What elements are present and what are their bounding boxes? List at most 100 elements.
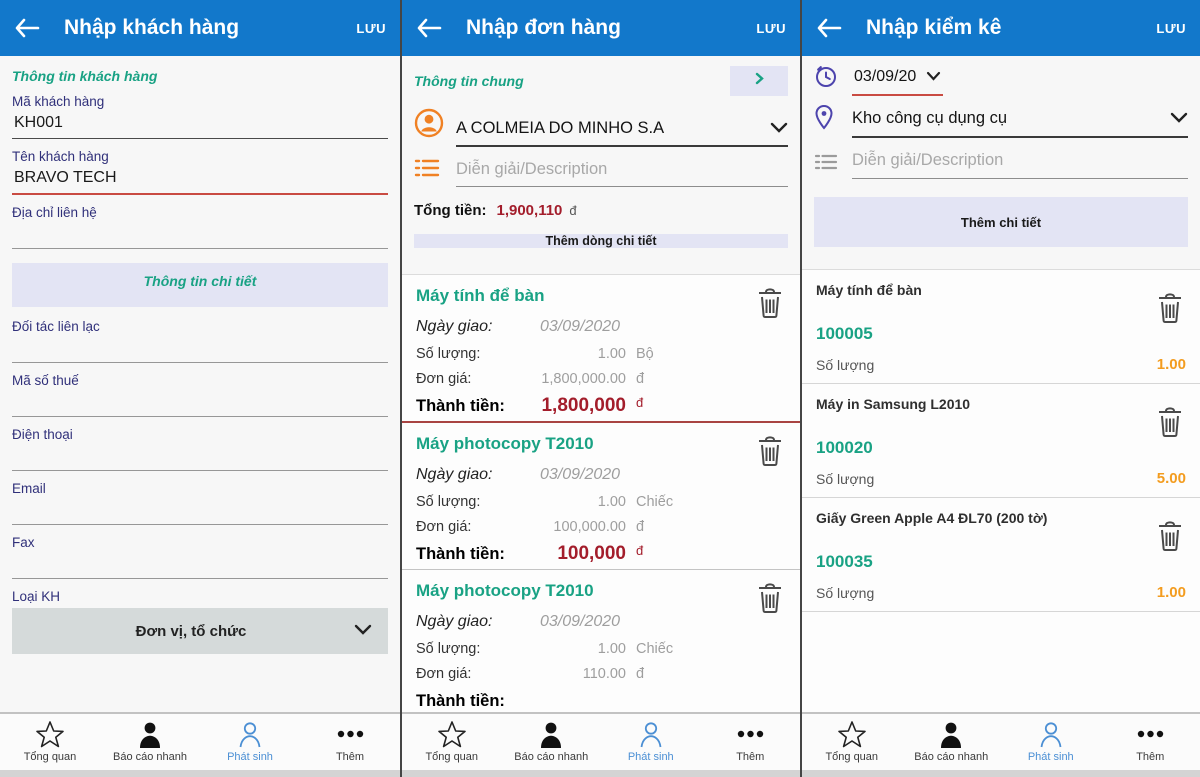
delete-item-button[interactable]	[756, 435, 784, 472]
person-outline-icon	[639, 719, 663, 749]
bottom-strip	[0, 770, 400, 777]
phone-input[interactable]	[12, 444, 388, 471]
fax-input[interactable]	[12, 552, 388, 579]
customer-header: Nhập khách hàng LƯU	[0, 0, 400, 56]
bottom-strip	[402, 770, 800, 777]
nav-quick-reports[interactable]: Báo cáo nhanh	[902, 719, 1002, 770]
email-field: Email	[12, 481, 388, 525]
contact-partner-input[interactable]	[12, 336, 388, 363]
order-item: Máy tính để bàn Ngày giao: 03/09/2020 Số …	[402, 275, 800, 423]
banner-label: Thông tin chi tiết	[143, 273, 257, 289]
field-label: Loại KH	[12, 589, 61, 604]
nav-more[interactable]: Thêm	[1101, 719, 1200, 770]
customer-select[interactable]: A COLMEIA DO MINHO S.A	[456, 114, 788, 147]
person-filled-icon	[938, 719, 964, 749]
qty-label: Số lượng:	[416, 493, 481, 510]
currency-symbol: đ	[636, 395, 644, 410]
delivery-date[interactable]: 03/09/2020	[540, 613, 621, 630]
nav-more[interactable]: Thêm	[701, 719, 801, 770]
save-button[interactable]: LƯU	[756, 20, 786, 36]
add-detail-row-button[interactable]: Thêm dòng chi tiết	[414, 234, 788, 248]
delete-item-button[interactable]	[756, 287, 784, 324]
item-name: Giấy Green Apple A4 ĐL70 (200 tờ)	[816, 510, 1048, 526]
delete-item-button[interactable]	[756, 582, 784, 619]
item-name: Máy photocopy T2010	[416, 581, 594, 600]
field-label: Mã số thuế	[12, 373, 79, 388]
price-value[interactable]: 100,000.00	[553, 518, 626, 535]
nav-overview[interactable]: Tổng quan	[402, 719, 502, 770]
qty-value[interactable]: 1.00	[597, 345, 626, 362]
delete-item-button[interactable]	[1156, 520, 1184, 557]
page-title: Nhập kiểm kê	[866, 16, 1002, 39]
delivery-date[interactable]: 03/09/2020	[540, 318, 621, 335]
save-button[interactable]: LƯU	[356, 20, 386, 36]
back-arrow-icon[interactable]	[14, 18, 44, 38]
detail-info-banner[interactable]: Thông tin chi tiết	[12, 263, 388, 307]
warehouse-select[interactable]: Kho công cụ dụng cụ	[852, 104, 1188, 138]
delete-item-button[interactable]	[1156, 406, 1184, 443]
item-code: 100035	[816, 552, 873, 571]
item-name: Máy tính để bàn	[416, 286, 545, 305]
star-icon	[437, 719, 467, 749]
tax-code-input[interactable]	[12, 390, 388, 417]
order-total-row: Tổng tiền: 1,900,110 đ	[402, 187, 800, 232]
description-list-icon	[414, 158, 446, 187]
description-placeholder: Diễn giải/Description	[852, 151, 1004, 169]
qty-label: Số lượng:	[416, 345, 481, 362]
star-icon	[837, 719, 867, 749]
location-pin-icon	[814, 104, 844, 138]
price-value[interactable]: 110.00	[582, 665, 626, 682]
nav-quick-reports[interactable]: Báo cáo nhanh	[502, 719, 602, 770]
description-input[interactable]: Diễn giải/Description	[456, 155, 788, 187]
customer-name-value: A COLMEIA DO MINHO S.A	[456, 119, 665, 137]
item-name: Máy tính để bàn	[816, 282, 922, 298]
nav-quick-reports[interactable]: Báo cáo nhanh	[100, 719, 200, 770]
qty-value[interactable]: 1.00	[1156, 356, 1186, 373]
date-label: Ngày giao:	[416, 318, 493, 335]
nav-overview[interactable]: Tổng quan	[0, 719, 100, 770]
nav-overview[interactable]: Tổng quan	[802, 719, 902, 770]
bottom-nav: Tổng quan Báo cáo nhanh Phát sinh Thêm	[0, 712, 400, 770]
customer-type-dropdown[interactable]: Đơn vị, tổ chức	[12, 608, 388, 654]
person-outline-icon	[238, 719, 262, 749]
dropdown-value: Đơn vị, tổ chức	[135, 622, 247, 640]
more-dots-icon	[337, 719, 364, 749]
inventory-header: Nhập kiểm kê LƯU	[802, 0, 1200, 56]
qty-value[interactable]: 1.00	[597, 640, 626, 657]
nav-transactions[interactable]: Phát sinh	[200, 719, 300, 770]
save-button[interactable]: LƯU	[1156, 20, 1186, 36]
description-input[interactable]: Diễn giải/Description	[852, 146, 1188, 179]
collapse-section-button[interactable]	[730, 66, 788, 96]
delivery-date[interactable]: 03/09/2020	[540, 466, 621, 483]
unit: Bộ	[636, 345, 654, 362]
date-picker[interactable]: 03/09/20	[852, 64, 944, 96]
add-detail-button[interactable]: Thêm chi tiết	[814, 197, 1188, 247]
currency-symbol: đ	[636, 370, 645, 387]
qty-value[interactable]: 5.00	[1156, 470, 1186, 487]
field-label: Đối tác liên lạc	[12, 319, 100, 334]
customer-avatar-icon	[414, 108, 446, 147]
customer-code-input[interactable]: KH001	[12, 111, 388, 139]
qty-value[interactable]: 1.00	[597, 493, 626, 510]
address-input[interactable]	[12, 222, 388, 249]
contact-partner-field: Đối tác liên lạc	[12, 319, 388, 363]
bottom-nav: Tổng quan Báo cáo nhanh Phát sinh Thêm	[402, 712, 800, 770]
nav-transactions[interactable]: Phát sinh	[601, 719, 701, 770]
page-title: Nhập đơn hàng	[466, 16, 621, 39]
qty-value[interactable]: 1.00	[1156, 584, 1186, 601]
amount-label: Thành tiền:	[416, 691, 505, 710]
unit: Chiếc	[636, 640, 674, 657]
back-arrow-icon[interactable]	[416, 18, 446, 38]
section-header: Thông tin chung	[414, 73, 524, 89]
price-value[interactable]: 1,800,000.00	[541, 370, 626, 387]
nav-transactions[interactable]: Phát sinh	[1001, 719, 1101, 770]
more-dots-icon	[737, 719, 764, 749]
phone-field: Điện thoại	[12, 427, 388, 471]
back-arrow-icon[interactable]	[816, 18, 846, 38]
inventory-item: Máy tính để bàn 100005 Số lượng 1.00	[802, 270, 1200, 384]
delete-item-button[interactable]	[1156, 292, 1184, 329]
bottom-nav: Tổng quan Báo cáo nhanh Phát sinh Thêm	[802, 712, 1200, 770]
email-input[interactable]	[12, 498, 388, 525]
customer-name-input[interactable]: BRAVO TECH	[12, 166, 388, 195]
nav-more[interactable]: Thêm	[300, 719, 400, 770]
